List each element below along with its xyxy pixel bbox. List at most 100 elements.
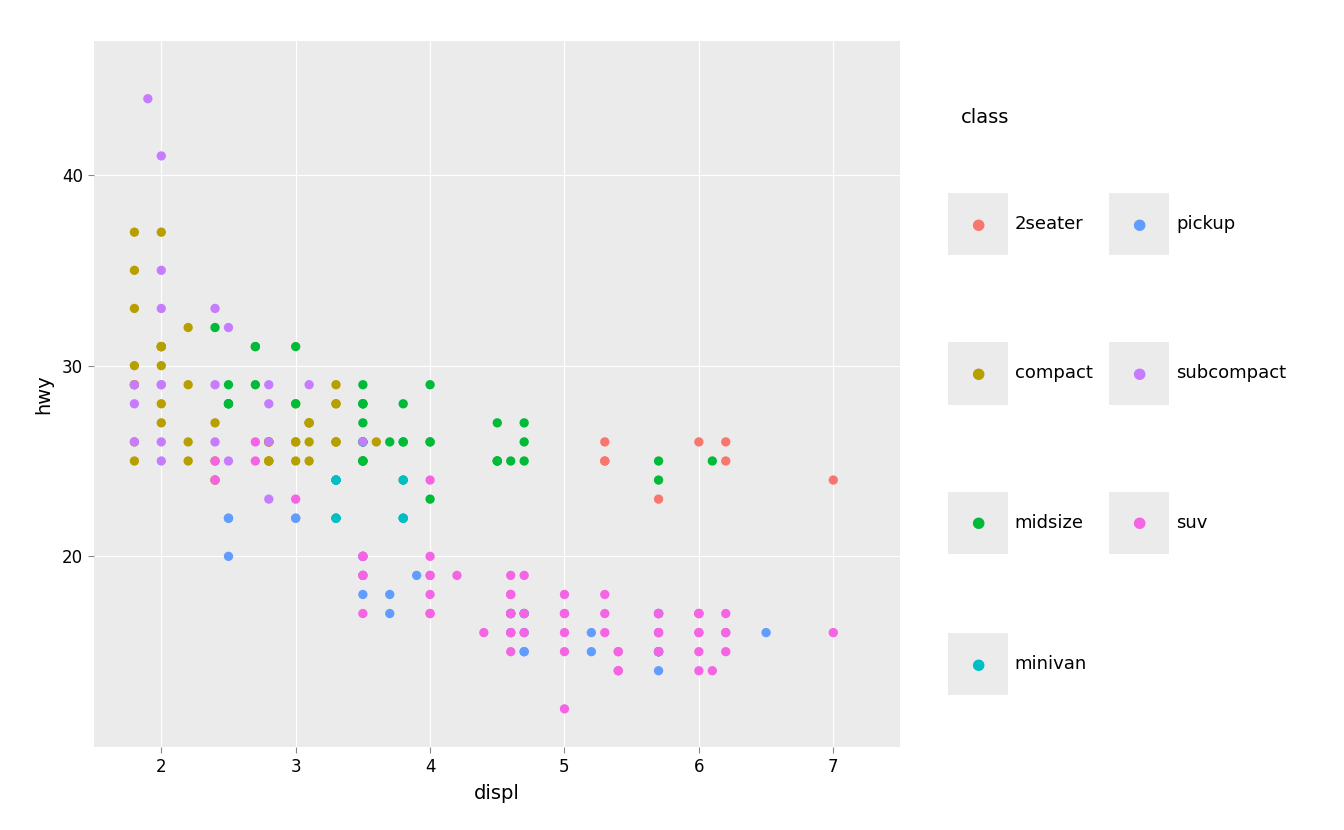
Text: ●: ● [1133,217,1145,232]
Point [258,454,280,467]
Point [258,454,280,467]
Point [715,454,737,467]
Point [419,378,441,392]
Text: suv: suv [1176,514,1207,532]
Point [325,397,347,410]
Text: ●: ● [1133,515,1145,530]
Point [715,645,737,658]
Point [352,549,374,563]
Point [688,435,710,448]
Point [298,416,320,429]
Point [366,435,387,448]
Point [151,226,172,239]
Point [419,549,441,563]
Point [823,473,844,486]
Point [325,473,347,486]
Point [823,626,844,639]
Point [419,569,441,582]
Point [258,435,280,448]
Point [554,607,575,620]
Point [352,454,374,467]
Point [285,492,306,505]
Point [204,454,226,467]
Point [715,626,737,639]
Point [446,569,468,582]
Point [258,454,280,467]
Point [177,321,199,334]
Point [325,473,347,486]
Point [607,664,629,677]
Point [352,549,374,563]
Point [500,569,521,582]
Point [352,607,374,620]
Point [124,454,145,467]
Point [500,607,521,620]
Point [352,378,374,392]
Point [594,626,616,639]
Point [487,454,508,467]
X-axis label: displ: displ [474,784,520,803]
Point [688,607,710,620]
Point [325,435,347,448]
Point [648,607,669,620]
Point [151,378,172,392]
Point [218,549,239,563]
Point [419,607,441,620]
Text: midsize: midsize [1015,514,1083,532]
Point [325,378,347,392]
Point [204,435,226,448]
Point [325,435,347,448]
Point [245,435,266,448]
Point [352,416,374,429]
Point [124,302,145,315]
Point [204,416,226,429]
Point [513,645,535,658]
Point [648,626,669,639]
Point [755,626,777,639]
Point [258,435,280,448]
Point [352,435,374,448]
Text: ●: ● [972,217,984,232]
Point [392,435,414,448]
Point [124,226,145,239]
Text: ●: ● [972,366,984,381]
Point [151,340,172,354]
Point [715,626,737,639]
Point [352,549,374,563]
Point [607,645,629,658]
Point [218,321,239,334]
Point [688,607,710,620]
Point [325,473,347,486]
Point [419,569,441,582]
Point [688,664,710,677]
Text: ●: ● [972,657,984,671]
Point [688,607,710,620]
Point [325,435,347,448]
Point [298,416,320,429]
Point [594,588,616,601]
Point [648,626,669,639]
Point [648,645,669,658]
Point [151,397,172,410]
Point [352,549,374,563]
Point [379,588,401,601]
Point [513,626,535,639]
Point [500,588,521,601]
Point [392,511,414,525]
Point [325,511,347,525]
Point [258,435,280,448]
Point [594,454,616,467]
Point [151,264,172,277]
Point [218,511,239,525]
Point [298,454,320,467]
Point [285,340,306,354]
Point [204,321,226,334]
Point [500,607,521,620]
Point [607,664,629,677]
Point [648,645,669,658]
Point [648,645,669,658]
Point [258,492,280,505]
Point [151,359,172,373]
Point [352,569,374,582]
Point [258,378,280,392]
